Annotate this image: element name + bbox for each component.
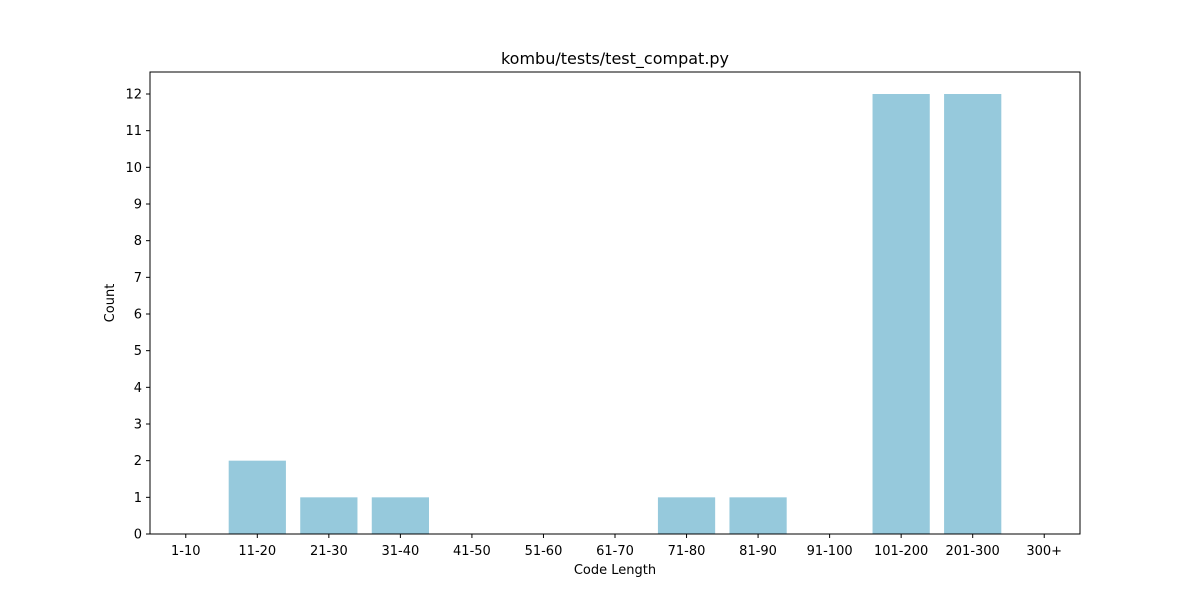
y-tick-label: 8 [134,234,142,249]
x-tick-label: 81-90 [739,544,777,559]
x-tick-label: 41-50 [453,544,491,559]
chart-title: kombu/tests/test_compat.py [501,49,729,69]
bar-81-90 [729,497,787,534]
x-tick-label: 51-60 [525,544,563,559]
y-tick-label: 4 [134,381,142,396]
x-tick-label: 21-30 [310,544,348,559]
x-axis-label: Code Length [574,563,656,578]
x-axis-ticks: 1-10 11-20 21-30 31-40 41-50 51-60 61-70 71-80 8… [171,534,1062,559]
x-tick-label: 201-300 [946,544,1000,559]
y-tick-label: 0 [134,528,142,543]
bar-101-200 [872,94,930,534]
y-tick-label: 6 [134,308,142,323]
x-tick-label: 91-100 [807,544,853,559]
plot-frame [149,71,1081,535]
x-tick-label: 101-200 [874,544,928,559]
y-tick-label: 9 [134,198,142,213]
y-tick-label: 5 [134,344,142,359]
y-tick-label: 2 [134,454,142,469]
y-axis-label: Count [103,284,118,323]
x-tick-label: 71-80 [668,544,706,559]
bar-201-300 [944,94,1002,534]
y-tick-label: 1 [134,491,142,506]
bar-71-80 [657,497,716,534]
x-tick-label: 11-20 [238,544,276,559]
bar-21-30 [300,497,358,534]
x-tick-label: 300+ [1026,544,1062,559]
x-tick-label: 31-40 [381,544,419,559]
x-tick-label: 61-70 [596,544,634,559]
bars-layer [228,94,1002,534]
bar-11-20 [228,460,286,534]
y-tick-label: 10 [125,161,142,176]
bar-31-40 [371,497,429,534]
y-tick-label: 12 [125,88,142,103]
y-tick-label: 11 [125,124,142,139]
y-tick-label: 3 [134,418,142,433]
x-tick-label: 1-10 [171,544,201,559]
y-tick-label: 7 [134,271,142,286]
